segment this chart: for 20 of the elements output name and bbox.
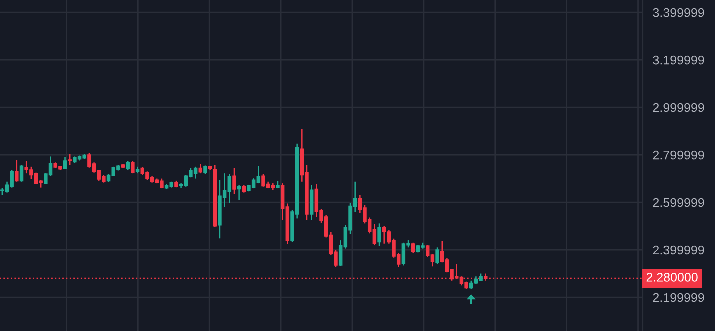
y-tick-label: 2.999999 xyxy=(653,103,704,112)
candlestick xyxy=(436,247,440,265)
candlestick xyxy=(232,168,236,195)
y-tick-label: 3.399999 xyxy=(653,8,704,18)
candlestick xyxy=(20,164,24,183)
candlestick xyxy=(378,223,382,248)
candlestick xyxy=(63,156,68,170)
y-tick-label: 3.199999 xyxy=(653,56,704,65)
y-tick-label: 2.199999 xyxy=(653,293,704,302)
y-tick-label: 2.599999 xyxy=(653,198,704,208)
ref-line-label: 2.280000 xyxy=(646,273,698,282)
candlestick xyxy=(411,242,416,254)
y-tick-label: 2.799999 xyxy=(653,150,704,160)
candlestick xyxy=(237,184,242,201)
candlestick xyxy=(126,160,130,171)
candlestick xyxy=(198,164,203,174)
candlestick xyxy=(131,160,135,174)
candlestick xyxy=(68,154,72,166)
candlestick xyxy=(15,159,19,183)
y-tick-label: 2.399999 xyxy=(653,246,704,255)
